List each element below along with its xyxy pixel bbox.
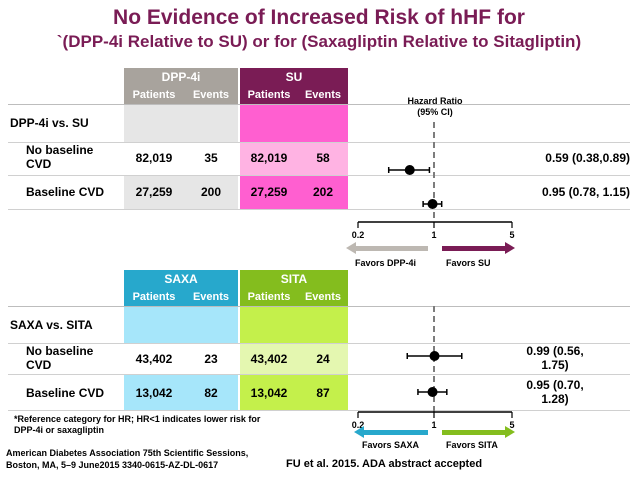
- favors-sita-label: Favors SITA: [446, 440, 498, 450]
- su-row1-events: 58: [316, 151, 330, 165]
- citation-line1: American Diabetes Association 75th Scien…: [6, 448, 249, 458]
- tick-label-2-1: 1: [431, 420, 436, 430]
- saxa-header: SAXA: [124, 270, 238, 288]
- hr-text-row1: 0.59 (0.38,0.89): [545, 151, 630, 165]
- row-separator: [8, 175, 630, 176]
- sita-header: SITA: [240, 270, 348, 288]
- hr-title-line1: Hazard Ratio: [407, 96, 463, 106]
- dpp4i-row1-patients: 82,019: [135, 151, 173, 165]
- dpp4i-row2-cell: [124, 175, 238, 209]
- su-row2-events: 202: [312, 185, 334, 199]
- sita-row2-events: 87: [316, 386, 330, 400]
- su-events-header: Events: [298, 86, 348, 104]
- favors-dpp4i-arrow: [346, 242, 428, 254]
- row4-label: Baseline CVD: [26, 386, 105, 400]
- favors-su-label: Favors SU: [446, 258, 491, 268]
- row-separator: [8, 410, 630, 411]
- hr-point: [404, 165, 415, 175]
- saxa-row1-cell: [124, 343, 238, 374]
- saxa-section-cell: [124, 306, 238, 343]
- favors-su-arrow: [442, 242, 515, 254]
- favors-saxa-arrow: [354, 426, 428, 438]
- sita-row1-events: 24: [316, 352, 330, 366]
- saxa-row2-events: 82: [204, 386, 218, 400]
- dpp4i-patients-header: Patients: [124, 86, 184, 104]
- hr-text-row3-line2: 1.75): [541, 358, 569, 372]
- sita-row1-patients: 43,402: [250, 352, 288, 366]
- tick-label-2-0: 0.2: [352, 420, 365, 430]
- su-row2-cell: [240, 175, 348, 209]
- tick-label-1-1: 1: [431, 230, 436, 240]
- row3-label-line2: CVD: [26, 358, 52, 372]
- saxa-row1-patients: 43,402: [135, 352, 173, 366]
- favors-dpp4i-label: Favors DPP-4i: [355, 258, 417, 268]
- page-subtitle: `(DPP-4i Relative to SU) or for (Saxagli…: [56, 32, 582, 51]
- sita-row2-patients: 13,042: [250, 386, 288, 400]
- saxa-row2-patients: 13,042: [135, 386, 173, 400]
- su-row1-cell: [240, 142, 348, 175]
- forest-rows-1: [387, 165, 443, 209]
- tick-label-1-0: 0.2: [352, 230, 365, 240]
- su-row1-patients: 82,019: [250, 151, 288, 165]
- hr-text-row4-line1: 0.95 (0.70,: [526, 378, 584, 392]
- footnote-line1: *Reference category for HR; HR<1 indicat…: [14, 414, 261, 424]
- saxa-events-header: Events: [184, 288, 238, 306]
- su-header: SU: [240, 68, 348, 86]
- hr-text-row2: 0.95 (0.78, 1.15): [541, 185, 630, 199]
- dpp4i-row1-events: 35: [204, 151, 218, 165]
- row2-label: Baseline CVD: [26, 185, 105, 199]
- hr-title-line2: (95% CI): [417, 107, 453, 117]
- section-label-saxa-vs-sita: SAXA vs. SITA: [10, 318, 93, 332]
- dpp4i-row1-cell: [124, 142, 238, 175]
- dpp4i-section-cell: [124, 104, 238, 142]
- dpp4i-row2-events: 200: [200, 185, 222, 199]
- row-separator: [8, 104, 630, 105]
- row-separator: [8, 209, 630, 210]
- su-section-cell: [240, 104, 348, 142]
- row1-label-line1: No baseline: [26, 143, 94, 157]
- sita-row2-cell: [240, 374, 348, 410]
- saxa-row2-cell: [124, 374, 238, 410]
- row-separator: [8, 343, 630, 344]
- citation-line2: Boston, MA, 5–9 June2015 3340-0615-AZ-DL…: [6, 460, 219, 470]
- hr-text-row4-line2: 1.28): [541, 392, 569, 406]
- hr-point: [427, 387, 438, 397]
- row1-label-line2: CVD: [26, 157, 52, 171]
- sita-patients-header: Patients: [240, 288, 298, 306]
- sita-row1-cell: [240, 343, 348, 374]
- footnote-line2: DPP-4i or saxagliptin: [14, 425, 105, 435]
- sita-section-cell: [240, 306, 348, 343]
- dpp4i-header: DPP-4i: [124, 68, 238, 86]
- row3-label-line1: No baseline: [26, 344, 94, 358]
- su-row2-patients: 27,259: [250, 185, 288, 199]
- tick-label-1-2: 5: [509, 230, 514, 240]
- hr-point: [427, 199, 438, 209]
- citation-right: FU et al. 2015. ADA abstract accepted: [286, 458, 483, 470]
- row-separator: [8, 306, 630, 307]
- dpp4i-events-header: Events: [184, 86, 238, 104]
- tick-label-2-2: 5: [509, 420, 514, 430]
- saxa-row1-events: 23: [204, 352, 218, 366]
- sita-events-header: Events: [298, 288, 348, 306]
- saxa-patients-header: Patients: [124, 288, 184, 306]
- favors-sita-arrow: [442, 426, 515, 438]
- su-patients-header: Patients: [240, 86, 298, 104]
- favors-saxa-label: Favors SAXA: [362, 440, 420, 450]
- page-title: No Evidence of Increased Risk of hHF for: [113, 6, 525, 29]
- hr-text-row3-line1: 0.99 (0.56,: [526, 344, 584, 358]
- dpp4i-row2-patients: 27,259: [135, 185, 173, 199]
- section-label-dpp4i-vs-su: DPP-4i vs. SU: [10, 116, 89, 130]
- row-separator: [8, 374, 630, 375]
- row-separator: [8, 142, 630, 143]
- hr-point: [429, 351, 440, 361]
